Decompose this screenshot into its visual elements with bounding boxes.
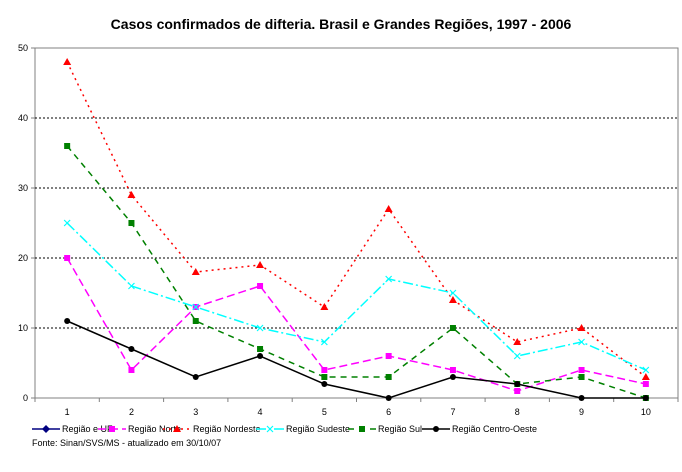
legend-marker	[433, 426, 439, 432]
series-regiao-norte-point	[449, 367, 456, 373]
series-regiao-nordeste-point	[191, 268, 200, 275]
series-regiao-nordeste-point	[448, 296, 457, 303]
series-regiao-sudeste-point	[642, 366, 650, 374]
series-regiao-centro-oeste-point	[321, 381, 328, 387]
series-regiao-sul-line	[66, 145, 647, 399]
series-regiao-norte-point	[64, 255, 71, 261]
series-regiao-sudeste-point	[513, 352, 521, 360]
y-tick-label: 40	[18, 113, 28, 123]
series-regiao-sudeste-point	[320, 338, 328, 346]
series-regiao-sul-point	[257, 346, 264, 352]
series-regiao-centro-oeste-point	[449, 374, 456, 380]
series-regiao-norte-point	[257, 283, 264, 289]
series-regiao-nordeste-point	[127, 191, 136, 198]
series-regiao-sul-point	[321, 374, 328, 380]
y-tick-label: 30	[18, 183, 28, 193]
series-regiao-sudeste-point	[449, 289, 457, 297]
series-regiao-centro-oeste-point	[578, 395, 585, 401]
y-tick-label: 10	[18, 323, 28, 333]
x-tick-label: 3	[193, 407, 198, 417]
series-regiao-centro-oeste-point	[192, 374, 199, 380]
series-regiao-norte-point	[578, 367, 585, 373]
series-regiao-sudeste-point	[192, 303, 200, 311]
series-regiao-centro-oeste-point	[514, 381, 521, 387]
series-regiao-nordeste-point	[384, 205, 393, 212]
x-tick-label: 1	[65, 407, 70, 417]
series-regiao-centro-oeste-point	[257, 353, 264, 359]
y-tick-label: 50	[18, 43, 28, 53]
x-tick-label: 2	[129, 407, 134, 417]
series-regiao-sul-point	[192, 318, 199, 324]
series-regiao-norte-point	[385, 353, 392, 359]
chart-title: Casos confirmados de difteria. Brasil e …	[110, 16, 572, 32]
x-tick-label: 4	[258, 407, 263, 417]
y-tick-label: 0	[23, 393, 28, 403]
series-regiao-sul-point	[64, 143, 71, 149]
series-regiao-centro-oeste-point	[642, 395, 649, 401]
series-regiao-nordeste-point	[513, 338, 522, 345]
x-tick-label: 8	[515, 407, 520, 417]
series-regiao-sul-point	[578, 374, 585, 380]
series-regiao-sul-point	[385, 374, 392, 380]
series-regiao-nordeste-point	[320, 303, 329, 310]
series-regiao-sudeste-point	[578, 338, 585, 346]
series-regiao-norte-line	[66, 257, 647, 392]
series-regiao-centro-oeste-line	[66, 320, 646, 399]
x-tick-label: 10	[641, 407, 651, 417]
series-regiao-centro-oeste-point	[64, 318, 71, 324]
legend-label: Região Sul	[378, 424, 422, 434]
x-tick-label: 5	[322, 407, 327, 417]
legend-label: Região Norte	[128, 424, 181, 434]
legend-label: Região Centro-Oeste	[452, 424, 537, 434]
series-regiao-nordeste-point	[577, 324, 586, 331]
series-regiao-centro-oeste-point	[385, 395, 392, 401]
legend-marker	[109, 426, 115, 432]
x-tick-label: 6	[386, 407, 391, 417]
series-regiao-norte-point	[128, 367, 135, 373]
series-regiao-sudeste-point	[63, 219, 71, 227]
source-note: Fonte: Sinan/SVS/MS - atualizado em 30/1…	[32, 438, 222, 448]
series-regiao-sul-point	[449, 325, 456, 331]
x-tick-label: 7	[450, 407, 455, 417]
series-regiao-centro-oeste-point	[128, 346, 135, 352]
series-regiao-nordeste-line	[66, 61, 647, 378]
legend-marker	[173, 425, 181, 432]
series-regiao-sul-point	[128, 220, 135, 226]
series-regiao-sudeste-point	[128, 282, 135, 290]
legend-marker	[42, 425, 50, 433]
legend-label: Região e UF	[62, 424, 113, 434]
legend-marker	[266, 425, 274, 433]
series-regiao-norte-point	[321, 367, 328, 373]
series-regiao-nordeste-point	[63, 58, 72, 65]
series-regiao-nordeste-point	[256, 261, 265, 268]
series-regiao-norte-point	[514, 388, 521, 394]
y-tick-label: 20	[18, 253, 28, 263]
legend-label: Região Sudeste	[286, 424, 350, 434]
legend-marker	[359, 426, 365, 432]
series-regiao-sudeste-point	[256, 324, 264, 332]
x-tick-label: 9	[579, 407, 584, 417]
series-regiao-nordeste-point	[641, 373, 650, 380]
series-regiao-sudeste-point	[385, 275, 393, 283]
series-regiao-norte-point	[642, 381, 649, 387]
legend-label: Região Nordeste	[193, 424, 261, 434]
